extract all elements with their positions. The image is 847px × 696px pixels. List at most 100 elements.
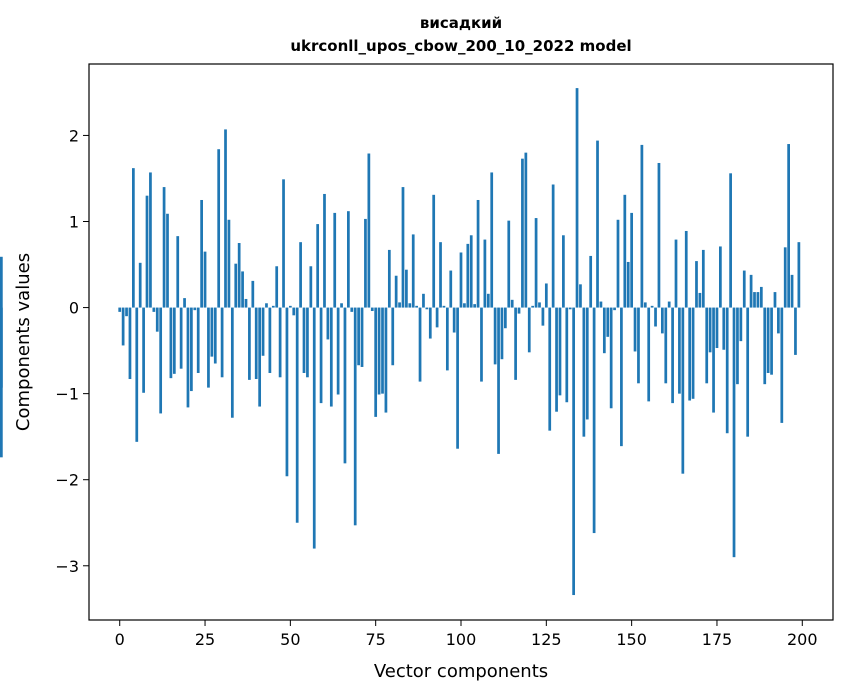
bar xyxy=(483,239,487,308)
bar xyxy=(326,307,330,340)
bar xyxy=(217,149,221,308)
bar xyxy=(254,307,258,380)
bar xyxy=(360,307,364,367)
x-tick-label: 150 xyxy=(616,630,647,649)
bar xyxy=(466,243,470,308)
bar xyxy=(220,307,224,378)
bar xyxy=(398,302,401,308)
bar xyxy=(497,307,500,454)
bar xyxy=(186,307,190,408)
bar xyxy=(517,307,521,314)
bar xyxy=(654,307,657,327)
bar xyxy=(759,286,763,308)
x-tick-label: 125 xyxy=(531,630,562,649)
bar xyxy=(671,307,674,404)
bar xyxy=(630,212,634,308)
bar xyxy=(746,307,750,437)
bar xyxy=(405,269,408,308)
bar xyxy=(524,152,528,308)
x-axis-label: Vector components xyxy=(374,661,548,682)
bar xyxy=(432,194,436,308)
bar xyxy=(159,307,163,414)
bar xyxy=(626,261,630,308)
bar xyxy=(691,307,695,399)
bar xyxy=(452,307,456,333)
bar xyxy=(753,292,756,308)
x-tick-label: 50 xyxy=(280,630,300,649)
bar xyxy=(142,307,145,393)
bar xyxy=(329,307,333,407)
bar xyxy=(172,307,176,374)
bar xyxy=(268,307,272,373)
plot-area-frame xyxy=(88,63,834,621)
bar xyxy=(149,172,152,308)
bar xyxy=(575,88,579,308)
bar xyxy=(548,307,552,431)
bar xyxy=(422,293,425,308)
bar xyxy=(155,307,159,332)
y-tick-label: 1 xyxy=(69,213,79,232)
bar xyxy=(340,303,343,308)
bar xyxy=(265,303,268,308)
bar xyxy=(507,220,511,308)
bar xyxy=(179,307,183,369)
bar xyxy=(428,307,432,339)
bar xyxy=(210,307,214,357)
x-tick-label: 200 xyxy=(787,630,818,649)
bar xyxy=(275,266,279,308)
bar xyxy=(0,256,3,308)
bar xyxy=(514,307,517,380)
bar xyxy=(476,199,480,308)
bar xyxy=(773,292,777,308)
bar xyxy=(504,307,507,329)
bar xyxy=(732,307,736,558)
bar xyxy=(128,307,132,380)
bar xyxy=(739,307,743,342)
bar xyxy=(336,307,340,395)
bar xyxy=(162,187,166,308)
bar xyxy=(544,283,548,308)
bar xyxy=(387,249,391,308)
bar xyxy=(261,307,265,356)
bar xyxy=(684,230,688,308)
bar xyxy=(190,307,193,392)
bar xyxy=(777,307,780,334)
bar xyxy=(203,251,207,308)
bar xyxy=(394,275,398,308)
bar xyxy=(722,307,726,350)
bar xyxy=(783,247,787,308)
bar xyxy=(647,307,651,402)
bar xyxy=(306,307,309,378)
x-axis-ticks: 0 25 50 75 100 125 150 175 200 xyxy=(115,620,818,649)
bar xyxy=(493,307,497,365)
bar xyxy=(681,307,685,474)
bar xyxy=(381,307,384,394)
bar xyxy=(309,266,313,308)
bar xyxy=(688,307,692,401)
bar xyxy=(343,307,347,464)
bar xyxy=(224,129,227,308)
bar xyxy=(193,307,197,311)
bar xyxy=(241,271,244,308)
bar xyxy=(613,307,616,311)
bar xyxy=(490,172,494,308)
bar xyxy=(138,262,142,308)
bar xyxy=(674,239,678,308)
bar xyxy=(418,307,422,382)
bar xyxy=(527,307,531,353)
bar xyxy=(531,305,535,308)
bar xyxy=(657,162,661,308)
bar xyxy=(521,158,524,308)
bar xyxy=(367,153,371,308)
bar xyxy=(650,305,654,308)
bar xyxy=(701,249,705,308)
bar xyxy=(698,292,702,308)
bar xyxy=(316,224,320,308)
bar xyxy=(323,193,326,308)
bar xyxy=(333,212,337,308)
bar xyxy=(288,305,292,308)
y-tick-label: 2 xyxy=(69,126,79,145)
bar xyxy=(712,307,715,413)
bar xyxy=(0,307,3,388)
bar xyxy=(579,284,582,308)
